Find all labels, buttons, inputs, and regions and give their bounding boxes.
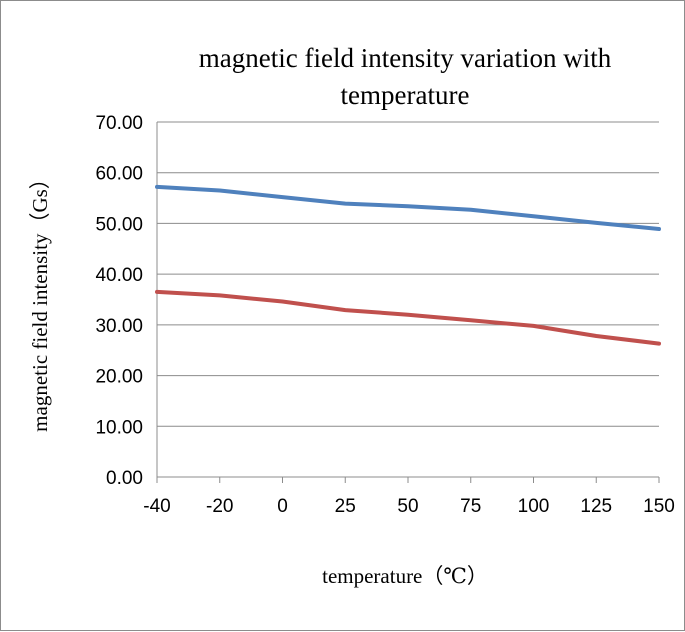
x-tick-label: 100 bbox=[518, 496, 550, 517]
y-tick-label: 20.00 bbox=[95, 367, 143, 388]
y-tick-label: 10.00 bbox=[95, 417, 143, 438]
x-tick-labels: -40 -20 0 25 50 75 100 125 150 bbox=[143, 496, 675, 517]
x-tick-label: -40 bbox=[143, 496, 170, 517]
x-tick-label: 150 bbox=[643, 496, 675, 517]
x-tick-label: 50 bbox=[397, 496, 418, 517]
y-axis-title: magnetic field intensity（Gs） bbox=[28, 168, 52, 432]
x-tick-label: 25 bbox=[335, 496, 356, 517]
y-tick-labels: 0.00 10.00 20.00 30.00 40.00 50.00 60.00 70.00 bbox=[95, 113, 143, 489]
y-tick-label: 70.00 bbox=[95, 113, 143, 134]
series-line-2 bbox=[155, 289, 661, 346]
chart-title-line-2: temperature bbox=[341, 80, 470, 110]
y-tick-label: 40.00 bbox=[95, 265, 143, 286]
axes bbox=[156, 122, 660, 483]
gridlines bbox=[157, 121, 659, 427]
x-tick-label: 125 bbox=[580, 496, 612, 517]
y-tick-label: 30.00 bbox=[95, 316, 143, 337]
x-tick-label: 75 bbox=[460, 496, 481, 517]
chart-title-line-1: magnetic field intensity variation with bbox=[199, 43, 612, 73]
series-line-1 bbox=[155, 184, 661, 231]
y-tick-label: 0.00 bbox=[106, 468, 143, 489]
series-lines bbox=[155, 184, 661, 346]
y-tick-label: 50.00 bbox=[95, 214, 143, 235]
x-tick-label: -20 bbox=[206, 496, 233, 517]
x-tick-label: 0 bbox=[277, 496, 288, 517]
x-axis-title: temperature（℃） bbox=[322, 564, 488, 588]
y-tick-label: 60.00 bbox=[95, 164, 143, 185]
